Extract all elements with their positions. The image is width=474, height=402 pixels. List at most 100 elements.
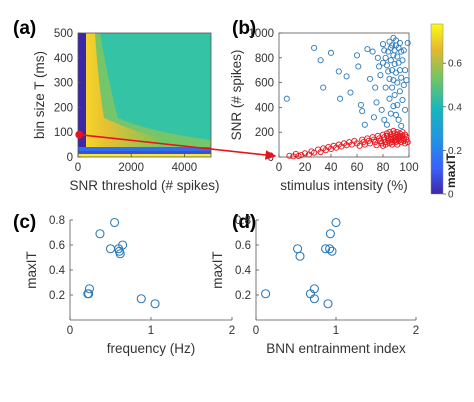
x-tick-label: 20 bbox=[299, 162, 312, 174]
x-axis-title: stimulus intensity (%) bbox=[280, 178, 408, 193]
y-tick-label: 500 bbox=[54, 28, 73, 40]
panel-c: (c) 0 1 2 0.2 0.4 0.6 0.8 frequency (Hz) maxIT bbox=[13, 212, 235, 356]
x-tick-label: 100 bbox=[399, 162, 418, 174]
scatter-point-blue bbox=[383, 121, 390, 128]
y-tick-label: 0.8 bbox=[235, 215, 251, 227]
scatter-point-blue bbox=[386, 95, 393, 102]
scatter-point-blue bbox=[379, 41, 387, 48]
scatter-point-blue bbox=[374, 54, 381, 61]
scatter-point-blue bbox=[335, 68, 342, 75]
x-tick-label: 4000 bbox=[172, 162, 198, 174]
x-tick-label: 0 bbox=[75, 162, 81, 174]
x-tick-label: 2000 bbox=[118, 162, 144, 174]
scatter-point-blue bbox=[372, 84, 379, 91]
scatter-point-blue bbox=[359, 108, 366, 115]
scatter-b-points bbox=[283, 34, 411, 160]
scatter-point bbox=[105, 244, 116, 254]
y-tick-label: 800 bbox=[255, 53, 274, 65]
scatter-point-blue bbox=[283, 95, 290, 102]
y-tick-label: 0.2 bbox=[49, 290, 65, 302]
scatter-point bbox=[95, 229, 105, 239]
panel-b: (b) 0 20 40 60 80 10002004006008001000stimulu… bbox=[229, 18, 462, 201]
scatter-point-blue bbox=[343, 73, 350, 80]
scatter-point-red bbox=[301, 150, 309, 157]
colorbar: 0 0.2 0.4 0.6 maxIT bbox=[430, 23, 462, 201]
scatter-point-blue bbox=[402, 106, 409, 113]
scatter-point bbox=[325, 244, 335, 254]
scatter-point bbox=[309, 284, 319, 294]
x-tick-label: 1 bbox=[148, 325, 154, 337]
y-tick-label: 0.8 bbox=[49, 215, 65, 227]
scatter-point-blue bbox=[398, 74, 405, 81]
y-tick-label: 400 bbox=[255, 102, 274, 114]
scatter-point bbox=[84, 284, 94, 294]
scatter-point-blue bbox=[396, 39, 403, 46]
x-tick-label: 0 bbox=[253, 325, 259, 337]
scatter-point-blue bbox=[337, 95, 344, 102]
panel-a-letter: (a) bbox=[13, 18, 36, 39]
x-tick-label: 0 bbox=[67, 325, 73, 337]
scatter-point-blue bbox=[400, 82, 407, 89]
scatter-point bbox=[150, 299, 160, 309]
heatmap-dark-column bbox=[78, 33, 86, 157]
scatter-point-blue bbox=[355, 63, 362, 70]
y-tick-label: 400 bbox=[54, 53, 73, 65]
connecting-arrow bbox=[79, 133, 277, 160]
scatter-point-blue bbox=[382, 54, 389, 61]
scatter-point-red bbox=[373, 142, 380, 149]
x-tick-label: 0 bbox=[276, 162, 282, 174]
scatter-point-blue bbox=[320, 84, 327, 91]
y-tick-label: 0 bbox=[268, 152, 274, 164]
panel-d: (d) 0 1 2 0.2 0.4 0.6 0.8 BNN entrainment index… bbox=[210, 212, 419, 356]
heatmap-bottom-band-3 bbox=[78, 154, 211, 157]
scatter-point-blue bbox=[370, 114, 377, 121]
scatter-point-red bbox=[311, 149, 318, 156]
scatter-point-blue bbox=[376, 63, 383, 70]
y-axis-title: bin size T (ms) bbox=[32, 51, 47, 139]
scatter-point-blue bbox=[385, 68, 392, 75]
scatter-point-blue bbox=[402, 67, 409, 74]
scatter-point-red bbox=[286, 152, 293, 159]
x-axis-title: SNR threshold (# spikes) bbox=[69, 178, 219, 193]
scatter-point-blue bbox=[387, 110, 394, 117]
colorbar-tick-label: 0 bbox=[448, 190, 454, 201]
x-tick-label: 40 bbox=[325, 162, 338, 174]
heatmap-bottom-band-1 bbox=[78, 147, 211, 151]
scatter-point bbox=[321, 244, 331, 254]
panel-d-letter: (d) bbox=[232, 212, 256, 233]
scatter-point-blue bbox=[361, 121, 368, 128]
scatter-c-points bbox=[83, 217, 160, 309]
y-tick-label: 0.6 bbox=[49, 240, 65, 252]
colorbar-ticks: 0 0.2 0.4 0.6 bbox=[443, 59, 462, 201]
scatter-point-blue bbox=[357, 101, 364, 108]
scatter-point bbox=[118, 240, 128, 250]
colorbar-label: maxIT bbox=[444, 153, 458, 188]
y-tick-label: 0 bbox=[67, 152, 73, 164]
axes-a: 0 2000 4000 0 100 200 300 400 500 SNR threshold (… bbox=[32, 28, 220, 193]
scatter-point-blue bbox=[381, 116, 388, 123]
colorbar-tick-label: 0.4 bbox=[448, 102, 462, 113]
y-tick-label: 0.4 bbox=[49, 265, 66, 277]
scatter-point-blue bbox=[317, 57, 324, 64]
scatter-point-blue bbox=[399, 96, 406, 104]
scatter-point-blue bbox=[403, 77, 410, 84]
colorbar-tick-label: 0.6 bbox=[448, 59, 462, 70]
y-tick-label: 100 bbox=[54, 127, 73, 139]
x-tick-label: 2 bbox=[229, 325, 235, 337]
colorbar-tick-label: 0.2 bbox=[448, 146, 462, 157]
scatter-point-blue bbox=[377, 72, 384, 79]
scatter-point-blue bbox=[390, 103, 397, 110]
scatter-point-blue bbox=[395, 116, 402, 123]
scatter-point-blue bbox=[382, 84, 389, 91]
x-tick-label: 2 bbox=[413, 325, 419, 337]
x-axis-title: BNN entrainment index bbox=[266, 341, 406, 356]
scatter-point bbox=[110, 217, 120, 228]
heatmap-area bbox=[78, 33, 211, 157]
scatter-point-blue bbox=[311, 44, 318, 51]
scatter-point bbox=[293, 244, 303, 254]
colorbar-gradient bbox=[430, 23, 444, 195]
scatter-point-red bbox=[404, 139, 411, 146]
scatter-point-blue bbox=[389, 42, 396, 49]
scatter-point-blue bbox=[364, 46, 371, 53]
